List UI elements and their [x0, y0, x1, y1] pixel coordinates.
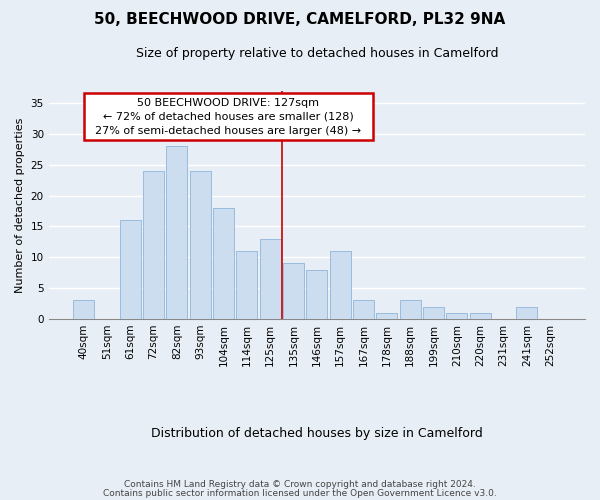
Bar	[446, 312, 467, 319]
Text: 50, BEECHWOOD DRIVE, CAMELFORD, PL32 9NA: 50, BEECHWOOD DRIVE, CAMELFORD, PL32 9NA	[94, 12, 506, 28]
Text: Contains public sector information licensed under the Open Government Licence v3: Contains public sector information licen…	[103, 488, 497, 498]
Title: Size of property relative to detached houses in Camelford: Size of property relative to detached ho…	[136, 48, 498, 60]
Bar	[423, 306, 444, 319]
Y-axis label: Number of detached properties: Number of detached properties	[15, 117, 25, 292]
Bar	[516, 306, 537, 319]
Bar	[143, 171, 164, 319]
Bar	[376, 312, 397, 319]
Bar	[470, 312, 491, 319]
Text: 50 BEECHWOOD DRIVE: 127sqm  
  ← 72% of detached houses are smaller (128)  
  27: 50 BEECHWOOD DRIVE: 127sqm ← 72% of deta…	[88, 98, 368, 136]
Bar	[400, 300, 421, 319]
Bar	[236, 251, 257, 319]
Bar	[329, 251, 350, 319]
Bar	[120, 220, 140, 319]
Bar	[73, 300, 94, 319]
Bar	[213, 208, 234, 319]
X-axis label: Distribution of detached houses by size in Camelford: Distribution of detached houses by size …	[151, 427, 483, 440]
Bar	[283, 264, 304, 319]
Bar	[353, 300, 374, 319]
Bar	[190, 171, 211, 319]
Bar	[307, 270, 328, 319]
Bar	[166, 146, 187, 319]
Bar	[260, 239, 281, 319]
Text: Contains HM Land Registry data © Crown copyright and database right 2024.: Contains HM Land Registry data © Crown c…	[124, 480, 476, 489]
